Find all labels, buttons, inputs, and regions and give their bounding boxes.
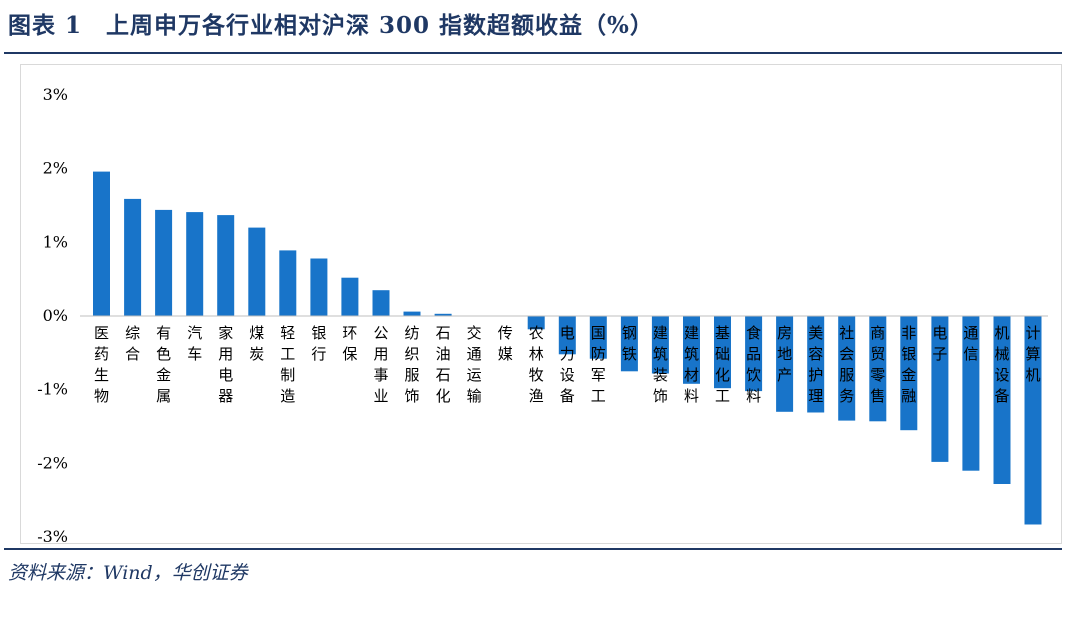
source-note: 资料来源：Wind，华创证券 <box>8 562 248 584</box>
category-label: 商贸零售 <box>870 324 885 405</box>
figure-title: 图表 1 上周申万各行业相对沪深 300 指数超额收益（%） <box>8 12 654 39</box>
category-label: 非银金融 <box>901 324 916 405</box>
bar <box>527 316 545 330</box>
bar <box>155 209 173 316</box>
bar <box>620 316 638 372</box>
category-label: 建筑装饰 <box>653 324 668 405</box>
category-label: 房地产 <box>777 324 792 384</box>
title-divider <box>4 52 1062 54</box>
category-label: 纺织服饰 <box>404 324 419 405</box>
category-label: 家用电器 <box>218 324 233 405</box>
bar <box>248 227 266 316</box>
footer-divider <box>4 548 1062 550</box>
bar <box>807 316 825 413</box>
category-label: 通信 <box>963 324 978 363</box>
bar <box>869 316 887 422</box>
bar <box>279 250 297 316</box>
y-axis: 3% 2% 1% 0% -1% -2% -3% <box>37 85 68 546</box>
category-label: 传媒 <box>498 324 513 363</box>
bar <box>124 198 142 316</box>
y-tick-label: 2% <box>43 159 68 178</box>
bar <box>962 316 980 471</box>
bar <box>651 316 669 374</box>
bar <box>558 316 576 355</box>
y-tick-label: 3% <box>43 85 68 104</box>
bar <box>1024 316 1042 525</box>
bar <box>776 316 794 412</box>
category-label: 计算机 <box>1025 324 1040 384</box>
category-label: 银行 <box>311 324 326 363</box>
y-tick-label: -3% <box>37 527 68 546</box>
bar <box>931 316 949 462</box>
category-label: 有色金属 <box>156 324 171 405</box>
category-label: 美容护理 <box>808 324 823 405</box>
category-label: 食品饮料 <box>746 324 761 405</box>
bar <box>310 258 328 316</box>
bar <box>589 316 607 359</box>
category-label: 煤炭 <box>249 324 264 363</box>
bar <box>434 313 452 316</box>
bar <box>900 316 918 431</box>
category-label: 基础化工 <box>715 324 730 405</box>
category-label: 医药生物 <box>94 324 109 405</box>
bars-group <box>93 171 1042 525</box>
category-label: 环保 <box>342 324 357 363</box>
plot-frame <box>20 64 1062 544</box>
category-label: 综合 <box>125 324 140 363</box>
bar <box>838 316 856 421</box>
category-label: 石油石化 <box>436 324 451 405</box>
y-tick-label: 0% <box>43 306 68 325</box>
category-label: 电力设备 <box>560 324 575 405</box>
bar <box>745 316 763 392</box>
y-tick-label: -1% <box>37 380 68 399</box>
y-tick-label: 1% <box>43 232 68 251</box>
bar <box>341 277 359 316</box>
category-label: 机械设备 <box>994 324 1009 405</box>
category-label: 社会服务 <box>839 324 854 405</box>
bar <box>93 171 110 316</box>
category-label: 电子 <box>932 324 947 363</box>
category-label: 钢铁 <box>622 324 637 363</box>
y-tick-label: -2% <box>37 453 68 472</box>
bar <box>403 311 421 316</box>
category-label: 公用事业 <box>373 324 388 405</box>
bar <box>186 212 204 316</box>
bar <box>217 215 235 316</box>
category-label: 交通运输 <box>467 324 482 405</box>
bar <box>372 290 390 316</box>
category-label: 国防军工 <box>591 324 606 405</box>
bar <box>714 316 731 389</box>
category-label: 建筑材料 <box>684 324 699 405</box>
category-label: 轻工制造 <box>280 324 295 405</box>
category-label: 汽车 <box>187 324 202 363</box>
bar <box>993 316 1011 484</box>
bar <box>683 316 700 384</box>
category-label: 农林牧渔 <box>529 324 544 405</box>
